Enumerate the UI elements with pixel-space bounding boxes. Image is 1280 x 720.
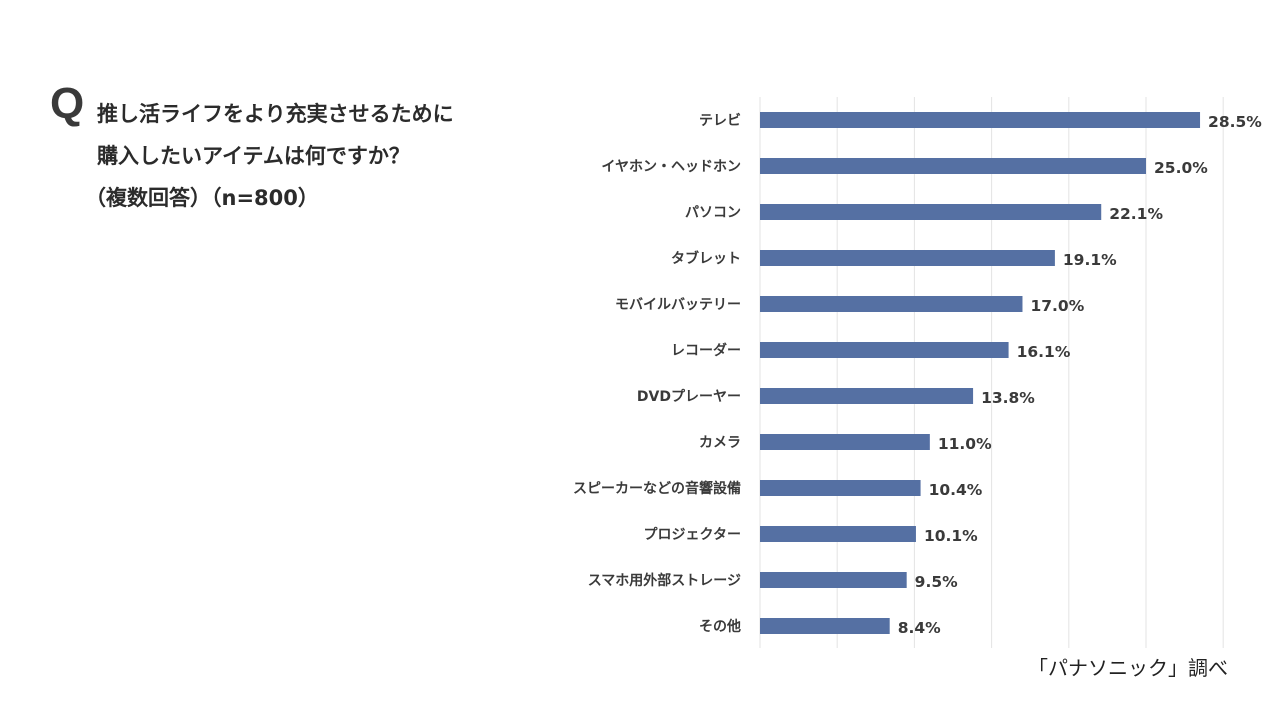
- value-label: 22.1%: [1109, 205, 1163, 223]
- value-label: 10.4%: [929, 481, 983, 499]
- category-label: スマホ用外部ストレージ: [588, 572, 741, 589]
- question-text: 推し活ライフをより充実させるために 購入したいアイテムは何ですか？ （複数回答）…: [85, 101, 454, 227]
- bar-1: [760, 112, 1201, 128]
- category-label: カメラ: [699, 435, 741, 451]
- category-label: その他: [699, 618, 741, 635]
- category-label: レコーダー: [671, 342, 741, 359]
- value-label: 16.1%: [1017, 343, 1071, 361]
- bar-4: [760, 250, 1055, 266]
- source-credit: 「パナソニック」調べ: [1028, 656, 1228, 680]
- bar-2: [760, 158, 1146, 174]
- category-label: スピーカーなどの音響設備: [573, 480, 741, 497]
- value-label: 11.0%: [938, 435, 992, 453]
- value-label: 17.0%: [1030, 297, 1084, 315]
- value-label: 13.8%: [981, 389, 1035, 407]
- bar-12: [760, 618, 890, 634]
- category-label: テレビ: [699, 113, 741, 129]
- question-line-2: 購入したいアイテムは何ですか？: [97, 144, 410, 168]
- bar-6: [760, 342, 1009, 358]
- bar-11: [760, 572, 907, 588]
- value-label: 9.5%: [915, 573, 958, 591]
- bar-8: [760, 434, 930, 450]
- bar-10: [760, 526, 916, 542]
- category-label: タブレット: [671, 250, 741, 267]
- bar-5: [760, 296, 1023, 312]
- value-label: 10.1%: [924, 527, 978, 545]
- bar-7: [760, 388, 974, 404]
- chart-value-labels: 28.5% 25.0% 22.1% 19.1% 17.0% 16.1% 13.8% 11.0%…: [898, 113, 1263, 637]
- category-label: パソコン: [685, 205, 741, 221]
- value-label: 25.0%: [1154, 159, 1208, 177]
- value-label: 8.4%: [898, 619, 941, 637]
- category-label: DVDプレーヤー: [637, 389, 741, 405]
- question-line-1: 推し活ライフをより充実させるために: [97, 102, 454, 126]
- category-label: モバイルバッテリー: [615, 297, 741, 313]
- category-label: イヤホン・ヘッドホン: [601, 159, 741, 175]
- bar-9: [760, 480, 921, 496]
- question-line-3: （複数回答）（n=800）: [85, 186, 319, 210]
- value-label: 19.1%: [1063, 251, 1117, 269]
- chart-grid: [759, 97, 1224, 648]
- chart-bars: [760, 112, 1201, 634]
- bar-3: [760, 204, 1102, 220]
- question-mark-q: Q: [50, 79, 85, 128]
- category-label: プロジェクター: [644, 527, 741, 543]
- value-label: 28.5%: [1208, 113, 1262, 131]
